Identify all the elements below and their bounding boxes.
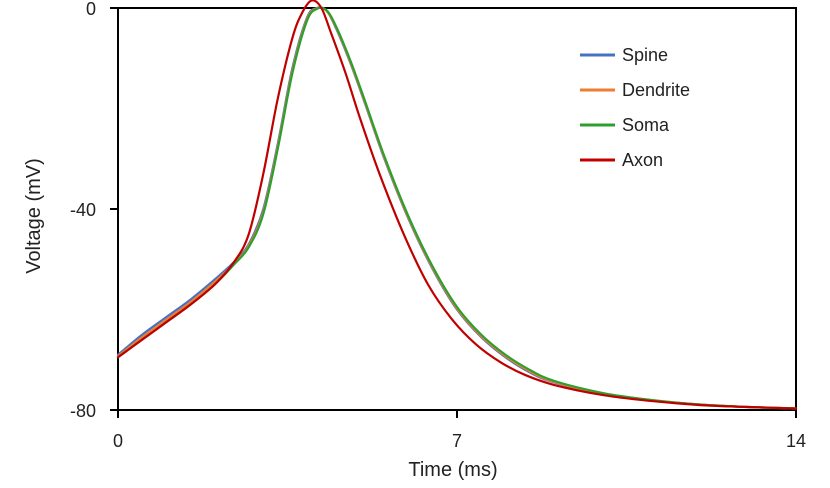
x-tick-label: 7 xyxy=(452,431,462,451)
y-tick-label: 0 xyxy=(86,0,96,19)
series-line-axon xyxy=(116,0,798,410)
y-tick-label: -80 xyxy=(70,401,96,421)
legend-label-soma: Soma xyxy=(622,115,670,135)
x-axis-label: Time (ms) xyxy=(408,459,497,481)
series-line-dendrite xyxy=(116,6,798,410)
legend-label-axon: Axon xyxy=(622,150,663,170)
series-line-spine xyxy=(116,6,798,410)
y-tick-label: -40 xyxy=(70,200,96,220)
legend: Spine Dendrite Soma Axon xyxy=(580,45,690,170)
tick-layer: 0 7 14 0 -40 -80 xyxy=(70,0,806,451)
x-tick-label: 14 xyxy=(786,431,806,451)
plot-border xyxy=(117,7,797,411)
legend-label-spine: Spine xyxy=(622,45,668,65)
x-tick-label: 0 xyxy=(113,431,123,451)
series-line-soma xyxy=(116,6,798,410)
series-layer xyxy=(116,0,798,410)
plot-frame xyxy=(117,7,797,411)
legend-label-dendrite: Dendrite xyxy=(622,80,690,100)
y-axis-label: Voltage (mV) xyxy=(23,158,45,274)
